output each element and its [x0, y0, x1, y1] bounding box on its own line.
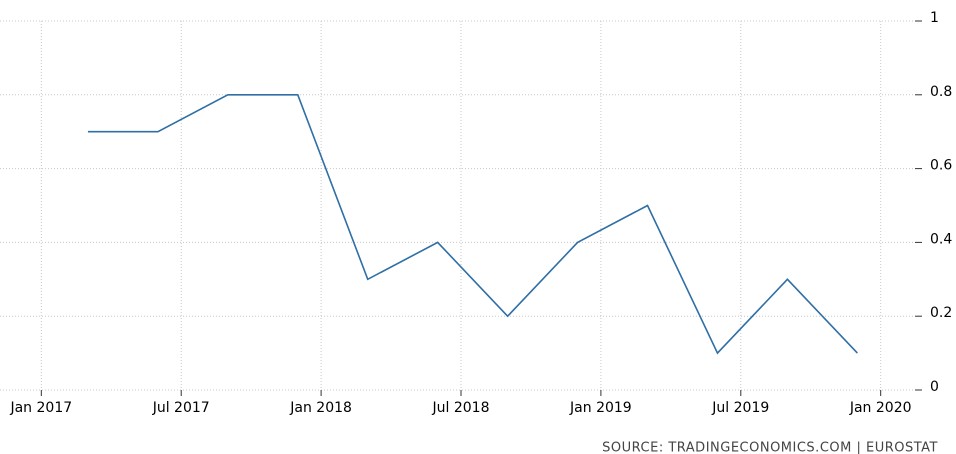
y-tick-label: 0.2	[930, 305, 952, 321]
x-tick-label: Jan 2019	[569, 400, 632, 416]
y-tick-label: 0	[930, 379, 939, 395]
x-tick-label: Jul 2018	[432, 400, 490, 416]
source-note: SOURCE: TRADINGECONOMICS.COM | EUROSTAT	[602, 441, 938, 454]
x-tick-label: Jul 2017	[152, 400, 210, 416]
y-tick-label: 0.6	[930, 158, 952, 174]
y-tick-label: 1	[930, 10, 939, 26]
x-tick-label: Jul 2019	[711, 400, 769, 416]
x-tick-label: Jan 2017	[9, 400, 72, 416]
y-tick-label: 0.8	[930, 84, 952, 100]
x-tick-label: Jan 2018	[289, 400, 352, 416]
y-tick-label: 0.4	[930, 231, 952, 247]
data-line	[87, 94, 858, 355]
x-tick-label: Jan 2020	[849, 400, 912, 416]
